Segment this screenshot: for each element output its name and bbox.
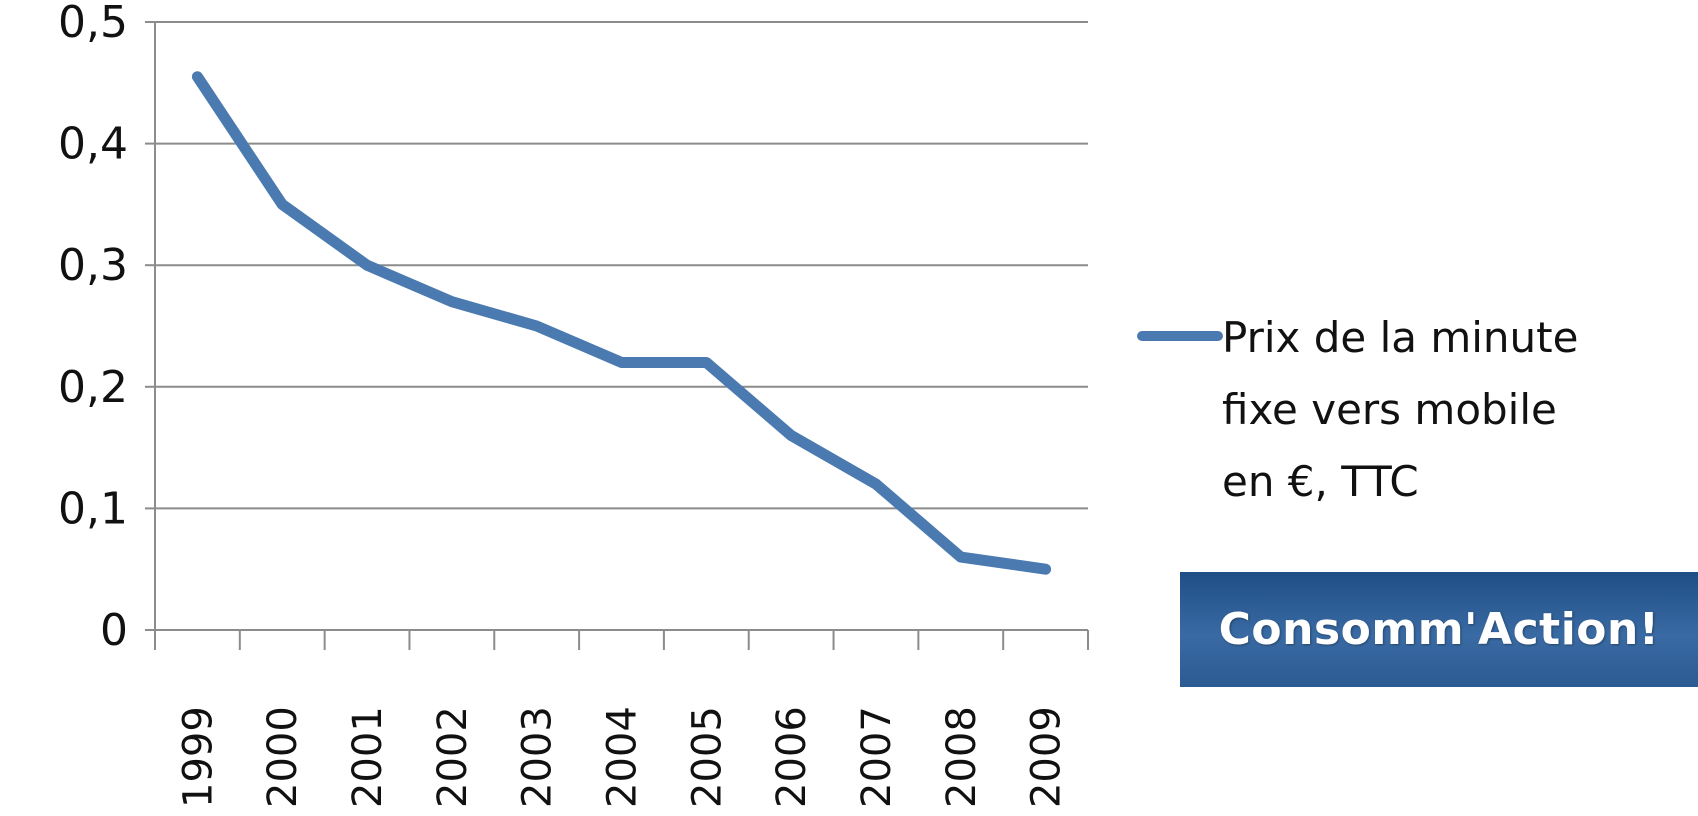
brand-badge: Consomm'Action! [1180, 572, 1698, 687]
legend: Prix de la minute fixe vers mobile en €, T… [1137, 313, 1578, 506]
x-tick-label: 2004 [600, 706, 646, 808]
legend-label: Prix de la minute [1222, 313, 1578, 362]
x-tick-label: 2007 [854, 706, 900, 808]
x-tick-label: 2008 [939, 706, 985, 808]
axes [145, 21, 1089, 650]
series-line [191, 71, 1052, 575]
x-tick-label: 2000 [260, 706, 306, 808]
legend-label: en €, TTC [1222, 457, 1419, 506]
x-tick-label: 2002 [430, 706, 476, 808]
y-tick-labels: 0 0,1 0,2 0,3 0,4 0,5 [58, 0, 128, 656]
y-tick-label: 0,4 [58, 119, 128, 170]
y-tick-label: 0,1 [58, 483, 128, 534]
y-tick-label: 0 [100, 605, 128, 656]
x-tick-label: 2005 [684, 706, 730, 808]
brand-label: Consomm'Action! [1218, 604, 1660, 655]
x-tick-label: 2001 [345, 706, 391, 808]
y-tick-label: 0,2 [58, 362, 128, 413]
gridlines [155, 21, 1088, 510]
series-lines [191, 71, 1052, 575]
legend-label: fixe vers mobile [1222, 385, 1557, 434]
x-tick-label: 2003 [515, 706, 561, 808]
x-tick-label: 2009 [1024, 706, 1070, 808]
x-tick-labels: 1999 2000 2001 2002 2003 2004 2005 2006 2007 2008… [175, 706, 1069, 808]
x-tick-label: 2006 [769, 706, 815, 808]
y-tick-label: 0,3 [58, 240, 128, 291]
x-tick-label: 1999 [175, 706, 221, 808]
y-tick-label: 0,5 [58, 0, 128, 48]
